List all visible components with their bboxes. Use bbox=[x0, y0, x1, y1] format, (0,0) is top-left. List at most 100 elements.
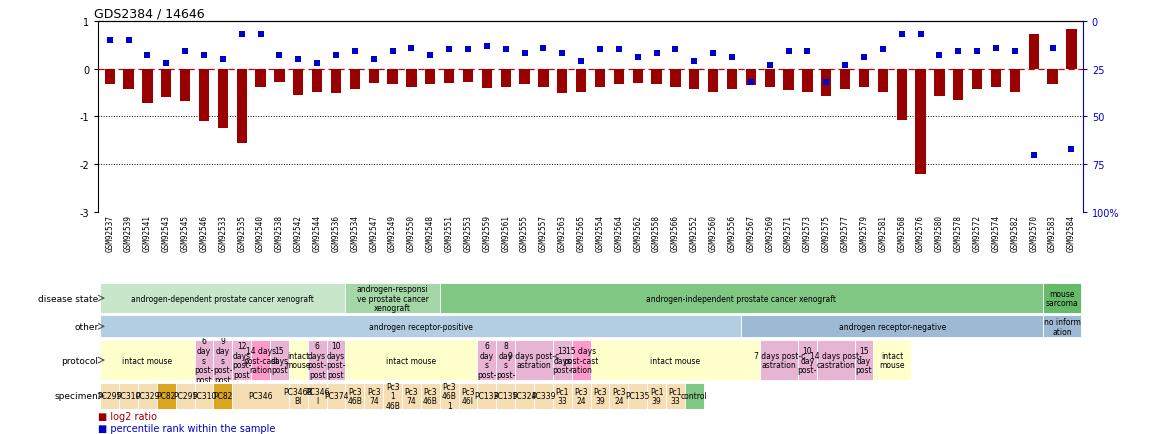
Bar bbox=[798, 340, 816, 380]
Bar bbox=[652, 69, 661, 85]
Bar bbox=[482, 69, 492, 89]
Bar bbox=[274, 69, 285, 83]
Text: control: control bbox=[681, 391, 708, 401]
Bar bbox=[388, 69, 398, 85]
Bar bbox=[632, 69, 643, 84]
Bar bbox=[327, 340, 345, 380]
Point bbox=[138, 53, 156, 59]
Bar bbox=[935, 69, 945, 97]
Point bbox=[534, 45, 552, 52]
Point bbox=[1043, 45, 1062, 52]
Point bbox=[704, 51, 723, 58]
Bar bbox=[365, 383, 383, 409]
Text: GSM92568: GSM92568 bbox=[897, 215, 907, 252]
Bar bbox=[515, 340, 552, 380]
Text: PC346: PC346 bbox=[248, 391, 273, 401]
Bar bbox=[708, 69, 718, 92]
Point bbox=[554, 51, 572, 58]
Bar bbox=[534, 383, 552, 409]
Bar bbox=[1047, 69, 1057, 85]
Text: specimen: specimen bbox=[54, 391, 98, 401]
Bar bbox=[515, 383, 534, 409]
Text: GSM92545: GSM92545 bbox=[181, 215, 190, 252]
Point bbox=[836, 62, 855, 69]
Text: PC82: PC82 bbox=[156, 391, 176, 401]
Point bbox=[440, 47, 459, 54]
Bar bbox=[1028, 35, 1039, 69]
Text: GSM92573: GSM92573 bbox=[802, 215, 812, 252]
Point bbox=[383, 49, 402, 56]
Point bbox=[119, 37, 138, 44]
Text: GSM92574: GSM92574 bbox=[991, 215, 1001, 252]
Bar bbox=[572, 383, 591, 409]
Bar bbox=[104, 69, 115, 85]
Bar bbox=[497, 340, 515, 380]
Text: 6
day
s
post-: 6 day s post- bbox=[477, 341, 497, 379]
Point bbox=[101, 37, 119, 44]
Point bbox=[855, 55, 873, 62]
Text: GSM92544: GSM92544 bbox=[313, 215, 322, 252]
Bar bbox=[308, 383, 327, 409]
Text: GSM92576: GSM92576 bbox=[916, 215, 925, 252]
Bar bbox=[406, 69, 417, 88]
Point bbox=[176, 49, 195, 56]
Point bbox=[629, 55, 647, 62]
Text: GSM92552: GSM92552 bbox=[690, 215, 698, 252]
Bar bbox=[741, 316, 1043, 338]
Bar bbox=[345, 340, 477, 380]
Bar bbox=[764, 69, 775, 88]
Text: GSM92551: GSM92551 bbox=[445, 215, 454, 252]
Bar bbox=[233, 340, 251, 380]
Text: PC295: PC295 bbox=[173, 391, 197, 401]
Bar bbox=[308, 340, 327, 380]
Bar bbox=[477, 383, 497, 409]
Point bbox=[157, 60, 176, 67]
Point bbox=[308, 60, 327, 67]
Point bbox=[911, 32, 930, 39]
Bar bbox=[142, 69, 153, 104]
Bar bbox=[991, 69, 1002, 88]
Point bbox=[290, 56, 308, 63]
Text: GSM92583: GSM92583 bbox=[1048, 215, 1057, 252]
Bar bbox=[138, 383, 156, 409]
Text: 10
day
post-: 10 day post- bbox=[798, 346, 818, 375]
Bar bbox=[179, 69, 190, 102]
Text: PC133: PC133 bbox=[475, 391, 499, 401]
Point bbox=[365, 56, 383, 63]
Bar bbox=[256, 69, 266, 88]
Text: androgen-responsi
ve prostate cancer
xenograft: androgen-responsi ve prostate cancer xen… bbox=[357, 284, 428, 312]
Bar bbox=[345, 383, 365, 409]
Text: 9
day
s
post-
post: 9 day s post- post bbox=[213, 336, 233, 384]
Point bbox=[213, 56, 232, 63]
Bar bbox=[859, 69, 870, 88]
Text: 14 days
post-cast
ration: 14 days post-cast ration bbox=[243, 346, 278, 375]
Text: 7 days post-c
astration: 7 days post-c astration bbox=[754, 351, 805, 369]
Bar bbox=[497, 383, 515, 409]
Text: Pc3
46B: Pc3 46B bbox=[347, 387, 362, 405]
Bar bbox=[440, 283, 1043, 313]
Point bbox=[686, 58, 704, 65]
Bar bbox=[444, 69, 454, 84]
Point bbox=[609, 47, 628, 54]
Bar bbox=[816, 340, 855, 380]
Bar bbox=[520, 69, 529, 85]
Point bbox=[1025, 152, 1043, 159]
Point bbox=[761, 62, 779, 69]
Text: PC295: PC295 bbox=[97, 391, 122, 401]
Text: intact mouse: intact mouse bbox=[123, 356, 173, 365]
Point bbox=[515, 51, 534, 58]
Text: GSM92558: GSM92558 bbox=[652, 215, 661, 252]
Point bbox=[402, 45, 420, 52]
Text: other: other bbox=[74, 322, 98, 331]
Bar bbox=[331, 69, 342, 93]
Bar bbox=[101, 383, 119, 409]
Bar bbox=[1043, 316, 1080, 338]
Bar bbox=[288, 340, 308, 380]
Text: PC346B
BI: PC346B BI bbox=[284, 387, 313, 405]
Point bbox=[1005, 49, 1024, 56]
Text: 6
day
s
post-
post: 6 day s post- post bbox=[195, 336, 214, 384]
Point bbox=[930, 53, 948, 59]
Bar bbox=[1043, 283, 1080, 313]
Point bbox=[873, 47, 892, 54]
Bar bbox=[420, 383, 440, 409]
